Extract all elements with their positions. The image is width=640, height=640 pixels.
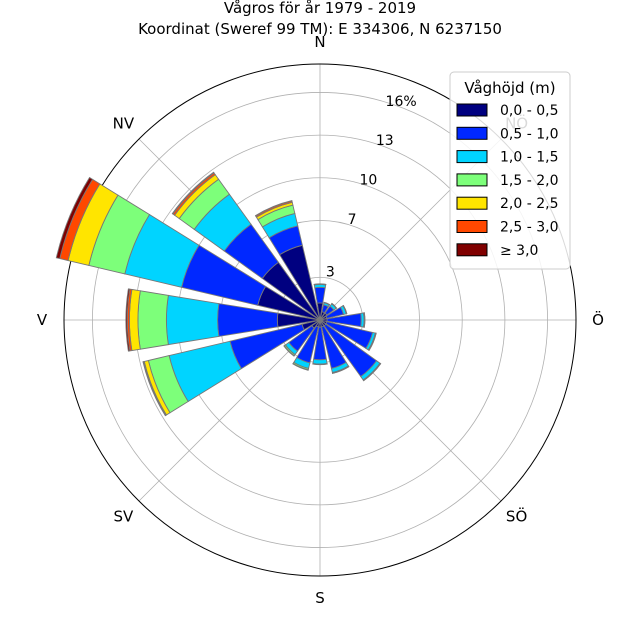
compass-label-6: V bbox=[37, 311, 48, 329]
radial-tick-label: 10 bbox=[359, 173, 377, 189]
legend-label: 0,5 - 1,0 bbox=[500, 126, 558, 142]
bar-segment-Ö-bin-4 bbox=[363, 312, 366, 328]
compass-label-0: N bbox=[314, 33, 325, 51]
rose-bars bbox=[55, 171, 382, 417]
radial-tick-label: 16% bbox=[386, 94, 417, 110]
legend-swatch bbox=[456, 150, 488, 164]
bar-segment-V-bin-2 bbox=[166, 294, 220, 346]
bar-segment-V-bin-3 bbox=[137, 290, 169, 350]
radial-tick-labels: 3 7 10 13 16% bbox=[326, 94, 417, 281]
legend-box bbox=[449, 71, 571, 270]
chart-subtitle: Koordinat (Sweref 99 TM): E 334306, N 62… bbox=[138, 20, 502, 38]
bar-segment-NV-bin-6 bbox=[171, 171, 215, 215]
legend-swatch bbox=[456, 243, 488, 257]
compass-label-4: S bbox=[315, 589, 325, 607]
legend: Våghöjd (m) 0,0 - 0,5 0,5 - 1,0 1,0 - 1,5 1… bbox=[449, 71, 571, 270]
radial-tick-label: 7 bbox=[348, 212, 357, 228]
legend-label: 1,5 - 2,0 bbox=[500, 173, 558, 189]
legend-swatch bbox=[456, 126, 488, 140]
legend-swatch bbox=[456, 196, 488, 210]
legend-label: 1,0 - 1,5 bbox=[500, 150, 558, 166]
legend-swatch bbox=[456, 103, 488, 117]
legend-label: 2,0 - 2,5 bbox=[500, 196, 558, 212]
bar-segment-ÖSÖ-bin-4 bbox=[368, 332, 377, 351]
compass-label-2: Ö bbox=[592, 310, 604, 329]
grid-ring bbox=[92, 92, 548, 548]
legend-label: 2,5 - 3,0 bbox=[500, 220, 558, 236]
compass-label-5: SV bbox=[114, 508, 135, 526]
bar-segment-NNV-bin-6 bbox=[254, 199, 293, 217]
bar-segment-N-bin-1 bbox=[314, 286, 326, 304]
bar-segment-V-bin-1 bbox=[217, 303, 279, 337]
bar-segment-NÖ-bin-4 bbox=[331, 302, 338, 309]
legend-swatch bbox=[456, 173, 488, 187]
radial-tick-label: 13 bbox=[376, 133, 394, 149]
bar-segment-SSV-bin-4 bbox=[292, 362, 309, 371]
bar-segment-SSÖ-bin-4 bbox=[332, 365, 350, 374]
compass-label-7: NV bbox=[113, 114, 135, 132]
legend-label: ≥ 3,0 bbox=[500, 243, 538, 259]
outer-ring bbox=[63, 63, 577, 577]
bar-segment-SV-bin-4 bbox=[283, 345, 295, 357]
compass-label-3: SÖ bbox=[506, 507, 527, 526]
bar-segment-V-bin-6 bbox=[125, 288, 131, 352]
bar-segment-SÖ-bin-4 bbox=[363, 363, 382, 382]
bar-segment-N-bin-4 bbox=[313, 283, 327, 285]
bar-segment-ÖNÖ-bin-4 bbox=[342, 304, 348, 315]
chart-title: Vågros för år 1979 - 2019 bbox=[224, 0, 416, 17]
legend-label: 0,0 - 0,5 bbox=[500, 103, 558, 119]
bar-segment-S-bin-4 bbox=[312, 363, 328, 366]
legend-swatch bbox=[456, 220, 488, 233]
radial-tick-label: 3 bbox=[326, 265, 335, 281]
bar-segment-VNV-bin-6 bbox=[55, 176, 94, 260]
bar-segment-NNÖ-bin-4 bbox=[323, 301, 331, 306]
bar-segment-VSV-bin-6 bbox=[142, 361, 167, 417]
legend-title: Våghöjd (m) bbox=[464, 79, 555, 97]
